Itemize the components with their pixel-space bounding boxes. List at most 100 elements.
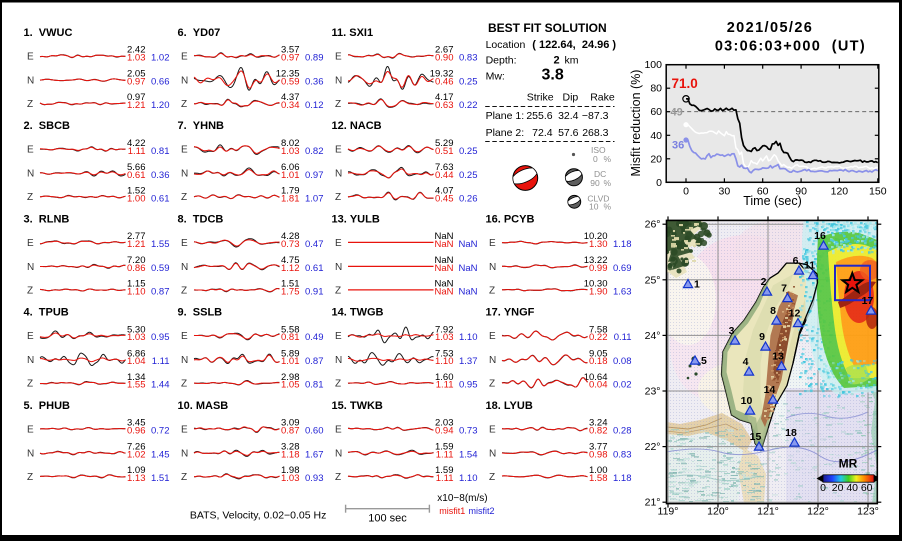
- svg-text:1.07: 1.07: [305, 193, 324, 204]
- svg-text:0.45: 0.45: [435, 193, 454, 204]
- svg-text:4: 4: [743, 356, 749, 368]
- svg-text:0.12: 0.12: [305, 100, 324, 111]
- svg-text:15. TWKB: 15. TWKB: [332, 400, 383, 412]
- svg-text:8.02: 8.02: [281, 138, 300, 149]
- svg-text:DC: DC: [594, 169, 606, 179]
- svg-text:E: E: [181, 52, 188, 63]
- svg-text:71.0: 71.0: [672, 76, 698, 91]
- svg-text:1.13: 1.13: [127, 473, 146, 484]
- svg-text:5.30: 5.30: [127, 324, 146, 335]
- svg-text:N: N: [181, 76, 188, 87]
- svg-text:268.3: 268.3: [582, 127, 608, 139]
- svg-text:1.98: 1.98: [281, 465, 300, 476]
- svg-text:1.02: 1.02: [127, 449, 146, 460]
- svg-text:49: 49: [671, 107, 683, 119]
- svg-text:16. PCYB: 16. PCYB: [486, 213, 535, 225]
- svg-text:N: N: [489, 448, 496, 459]
- svg-text:Location: Location: [486, 39, 526, 51]
- svg-text:18. LYUB: 18. LYUB: [486, 400, 533, 412]
- svg-text:1.03: 1.03: [127, 332, 146, 343]
- svg-text:0.90: 0.90: [435, 53, 454, 64]
- svg-text:2.98: 2.98: [281, 372, 300, 383]
- svg-text:7.63: 7.63: [435, 162, 454, 173]
- svg-text:Z: Z: [335, 192, 341, 203]
- svg-text:3.45: 3.45: [127, 418, 146, 429]
- svg-text:0.97: 0.97: [127, 92, 146, 103]
- svg-text:Z: Z: [335, 99, 341, 110]
- svg-text:0.28: 0.28: [613, 425, 632, 436]
- svg-text:5.29: 5.29: [435, 138, 454, 149]
- svg-text:0.04: 0.04: [589, 380, 608, 391]
- svg-text:1.02: 1.02: [151, 53, 170, 64]
- svg-text:20: 20: [832, 482, 844, 494]
- svg-text:14. TWGB: 14. TWGB: [332, 307, 384, 319]
- svg-text:0.87: 0.87: [151, 287, 170, 298]
- svg-text:E: E: [489, 331, 496, 342]
- svg-text:22°: 22°: [645, 441, 661, 453]
- svg-text:17: 17: [862, 295, 874, 307]
- svg-text:14: 14: [764, 384, 776, 396]
- svg-text:18: 18: [785, 427, 797, 439]
- svg-text:0.22: 0.22: [459, 100, 478, 111]
- svg-text:Z: Z: [27, 379, 33, 390]
- svg-text:100: 100: [644, 59, 662, 71]
- svg-text:13.22: 13.22: [584, 255, 608, 266]
- svg-text:1.15: 1.15: [127, 279, 146, 290]
- svg-text:5.58: 5.58: [281, 324, 300, 335]
- svg-text:0.91: 0.91: [305, 287, 324, 298]
- svg-text:7.92: 7.92: [435, 324, 454, 335]
- svg-text:2: 2: [761, 276, 767, 288]
- svg-text:Mw:: Mw:: [486, 71, 505, 83]
- svg-text:BATS, Velocity, 0.02−0.05 Hz: BATS, Velocity, 0.02−0.05 Hz: [190, 510, 326, 522]
- svg-text:0: 0: [820, 482, 826, 494]
- svg-text:0.83: 0.83: [613, 449, 632, 460]
- svg-text:1.12: 1.12: [281, 263, 300, 274]
- svg-text:100 sec: 100 sec: [368, 513, 407, 525]
- svg-text:1.10: 1.10: [435, 356, 454, 367]
- svg-text:12. NACB: 12. NACB: [332, 120, 382, 132]
- svg-text:−87.3: −87.3: [582, 110, 609, 122]
- svg-text:E: E: [27, 52, 34, 63]
- svg-text:Z: Z: [335, 285, 341, 296]
- svg-text:0.87: 0.87: [281, 425, 300, 436]
- svg-text:Z: Z: [27, 99, 33, 110]
- svg-text:0.93: 0.93: [305, 473, 324, 484]
- svg-text:N: N: [335, 355, 342, 366]
- svg-text:1.55: 1.55: [127, 380, 146, 391]
- svg-text:0.73: 0.73: [281, 239, 300, 250]
- svg-text:misfit1: misfit1: [439, 506, 465, 516]
- svg-text:7.58: 7.58: [589, 324, 608, 335]
- svg-text:3. RLNB: 3. RLNB: [24, 213, 70, 225]
- svg-text:20: 20: [650, 153, 662, 165]
- svg-text:10: 10: [741, 395, 753, 407]
- svg-text:0.61: 0.61: [305, 263, 324, 274]
- svg-text:2.67: 2.67: [435, 45, 454, 56]
- svg-text:5.89: 5.89: [281, 348, 300, 359]
- svg-text:0.82: 0.82: [305, 146, 324, 157]
- svg-text:ISO: ISO: [591, 145, 606, 155]
- svg-text:NaN: NaN: [458, 263, 477, 274]
- svg-text:0.46: 0.46: [435, 77, 454, 88]
- svg-text:7.26: 7.26: [127, 442, 146, 453]
- svg-text:255.6: 255.6: [526, 110, 552, 122]
- svg-text:5: 5: [701, 355, 707, 367]
- svg-text:0.94: 0.94: [435, 425, 454, 436]
- svg-text:0.25: 0.25: [459, 77, 478, 88]
- svg-text:1.18: 1.18: [613, 239, 632, 250]
- svg-text:E: E: [27, 145, 34, 156]
- svg-text:Z: Z: [335, 379, 341, 390]
- svg-text:72.4: 72.4: [532, 127, 553, 139]
- svg-text:3.57: 3.57: [281, 45, 300, 56]
- svg-text:1.00: 1.00: [589, 465, 608, 476]
- svg-text:Z: Z: [181, 192, 187, 203]
- svg-text:60: 60: [861, 482, 873, 494]
- svg-text:5.66: 5.66: [127, 162, 146, 173]
- svg-text:7.53: 7.53: [435, 348, 454, 359]
- svg-text:123°: 123°: [857, 506, 879, 518]
- svg-text:6: 6: [793, 255, 799, 267]
- svg-text:N: N: [489, 262, 496, 273]
- svg-text:1.81: 1.81: [281, 193, 300, 204]
- svg-text:Z: Z: [335, 472, 341, 483]
- svg-text:NaN: NaN: [458, 239, 477, 250]
- svg-text:NaN: NaN: [434, 279, 453, 290]
